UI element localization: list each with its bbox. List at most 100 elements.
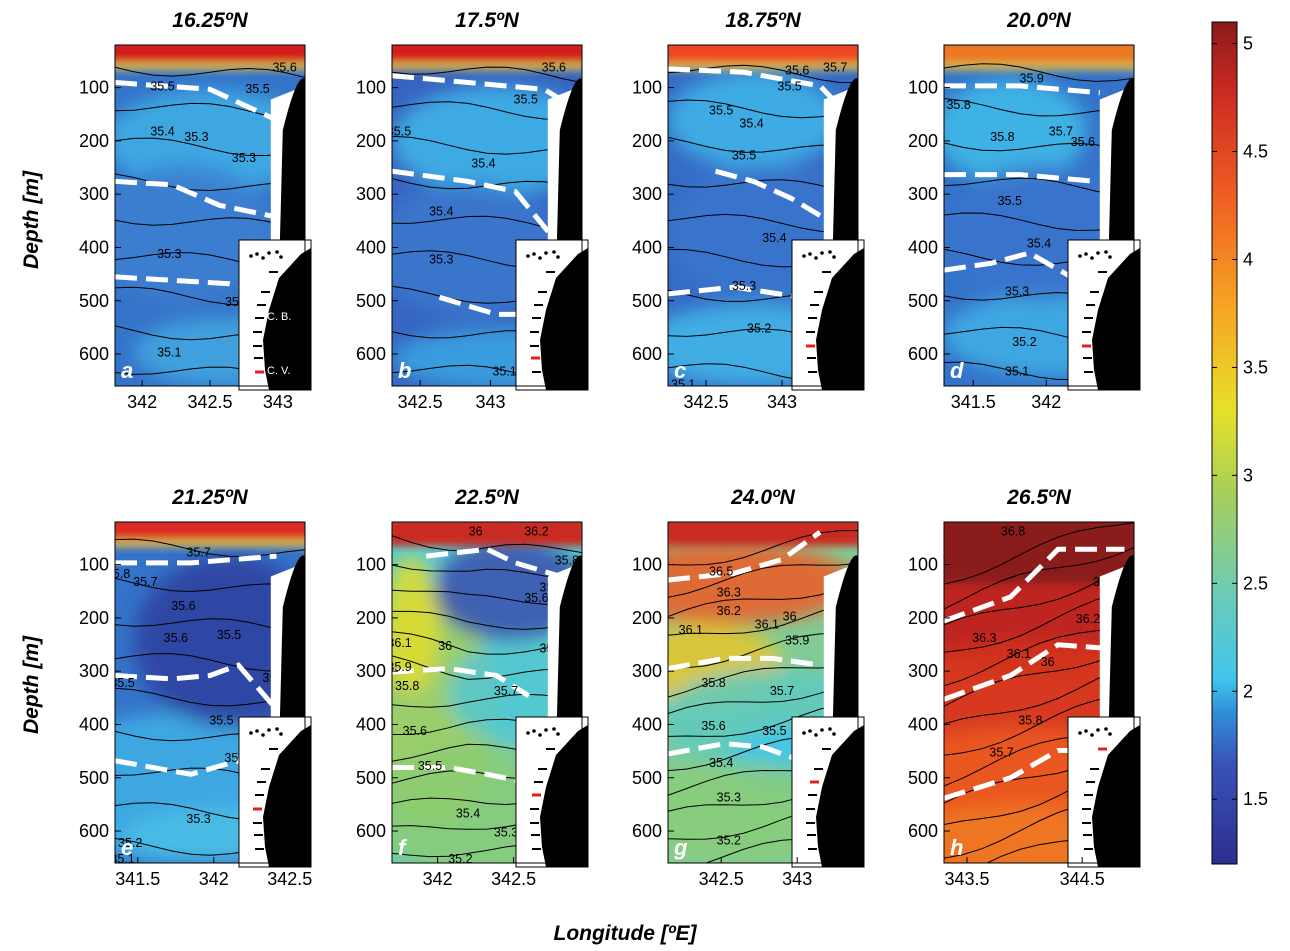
contour-label: 35.5: [150, 79, 174, 93]
surface-layer: [392, 522, 582, 546]
isohaline-line: [944, 522, 1134, 585]
contour-label: 35.5: [777, 79, 801, 93]
surface-layer: [668, 522, 858, 546]
contour-label: 36: [783, 610, 797, 624]
contour-label: 35.6: [1071, 135, 1095, 149]
y-tick-label: 500: [908, 768, 938, 788]
contour-label: 35.5: [514, 93, 538, 107]
location-inset-map: [791, 716, 865, 868]
y-tick-label: 300: [632, 661, 662, 681]
surface-layer: [944, 45, 1134, 63]
panel-letter: b: [398, 358, 411, 383]
isohaline-line: [392, 66, 582, 84]
contour-label: 36: [438, 639, 452, 653]
contour-label: 35.3: [186, 812, 210, 826]
contour-label: 35.5: [245, 82, 269, 96]
canary-island: [802, 254, 806, 258]
y-tick-label: 500: [356, 768, 386, 788]
panel-d: 35.9 35.8 35.8 35.735.6 35.5 35.4 35.3 35.2 35.1…: [908, 9, 1141, 412]
plot-frame: [943, 521, 1135, 864]
contour-label: 36.1: [1007, 647, 1031, 661]
canary-island: [814, 733, 818, 737]
canary-island: [820, 251, 824, 255]
contour-label: 35.7: [133, 575, 157, 589]
canary-island: [267, 728, 271, 732]
contour-label: 36.2: [524, 524, 548, 538]
surface-layer: [392, 45, 582, 63]
africa-coast: [540, 725, 588, 867]
y-tick-label: 100: [908, 555, 938, 575]
canary-island: [261, 733, 265, 737]
x-tick-label: 342: [423, 869, 453, 889]
contour-label: 36.5: [709, 564, 733, 578]
y-tick-label: 300: [356, 184, 386, 204]
y-tick-label: 300: [79, 661, 109, 681]
y-tick-label: 600: [356, 821, 386, 841]
canary-island: [275, 250, 279, 254]
isohaline-line: [668, 562, 858, 598]
x-tick-label: 342: [199, 869, 229, 889]
x-axis-label: Longitude [ºE]: [554, 922, 698, 945]
y-tick-label: 200: [356, 131, 386, 151]
contour-label: 35.9: [387, 660, 411, 674]
contour-label: 35.8: [555, 554, 579, 568]
heatmap-patch: [392, 85, 582, 196]
colorbar-tick-label: 2.5: [1243, 573, 1268, 593]
canary-island: [556, 732, 560, 736]
plot-frame: [391, 521, 583, 864]
seafloor-topography: [278, 78, 305, 284]
seafloor-topography: [1107, 555, 1134, 761]
isoneutral-dashed-line: [668, 655, 821, 672]
x-tick-label: 343: [767, 392, 797, 412]
panel-title: 21.25ºN: [171, 486, 248, 509]
canary-island: [526, 731, 530, 735]
colorbar-tick-label: 4.5: [1243, 142, 1268, 162]
y-tick-label: 200: [79, 608, 109, 628]
heatmap-patch: [433, 539, 582, 642]
contour-label: 35.6: [164, 631, 188, 645]
x-tick-label: 344.5: [1060, 869, 1105, 889]
x-tick-label: 342.5: [398, 392, 443, 412]
x-tick-label: 342.5: [491, 869, 536, 889]
contour-label: 35.7: [1049, 125, 1073, 139]
x-tick-label: 343: [782, 869, 812, 889]
contour-label: 35.5: [110, 676, 134, 690]
africa-coast: [816, 725, 864, 867]
y-tick-label: 400: [356, 714, 386, 734]
y-tick-label: 400: [632, 237, 662, 257]
location-inset-map: [1067, 716, 1141, 868]
heatmap-patch: [134, 556, 305, 727]
isoneutral-dashed-line: [392, 765, 522, 784]
x-tick-label: 341.5: [951, 392, 996, 412]
y-tick-label: 300: [632, 184, 662, 204]
colorbar-tick-label: 4: [1243, 249, 1253, 269]
isohaline-line: [392, 535, 582, 554]
contour-label: 35.3: [1005, 284, 1029, 298]
y-tick-label: 600: [632, 344, 662, 364]
y-tick-label: 600: [79, 821, 109, 841]
panel-title: 18.75ºN: [725, 9, 801, 32]
canary-island: [1090, 733, 1094, 737]
colorbar-gradient: [1211, 21, 1238, 865]
panel-title: 26.5ºN: [1006, 486, 1072, 509]
y-tick-label: 200: [356, 608, 386, 628]
surface-layer: [392, 62, 582, 71]
isoneutral-dashed-line: [115, 80, 278, 123]
y-tick-label: 400: [79, 237, 109, 257]
panel-letter: e: [121, 835, 133, 860]
contour-label: 35.3: [184, 130, 208, 144]
panel-e: 35.735.735.835.635.635.535.535.535.535.4…: [79, 486, 312, 889]
seafloor-topography: [831, 555, 858, 761]
location-inset-map: [238, 716, 312, 868]
colorbar-tick-label: 3: [1243, 465, 1253, 485]
y-tick-label: 100: [356, 555, 386, 575]
heatmap-patch: [392, 556, 440, 693]
isoneutral-dashed-line: [392, 168, 560, 245]
contour-label: 35.8: [990, 130, 1014, 144]
canary-island: [808, 252, 812, 256]
contour-label: 35.2: [717, 833, 741, 847]
canary-island: [267, 251, 271, 255]
isohaline-line: [115, 66, 305, 78]
y-tick-label: 300: [356, 661, 386, 681]
